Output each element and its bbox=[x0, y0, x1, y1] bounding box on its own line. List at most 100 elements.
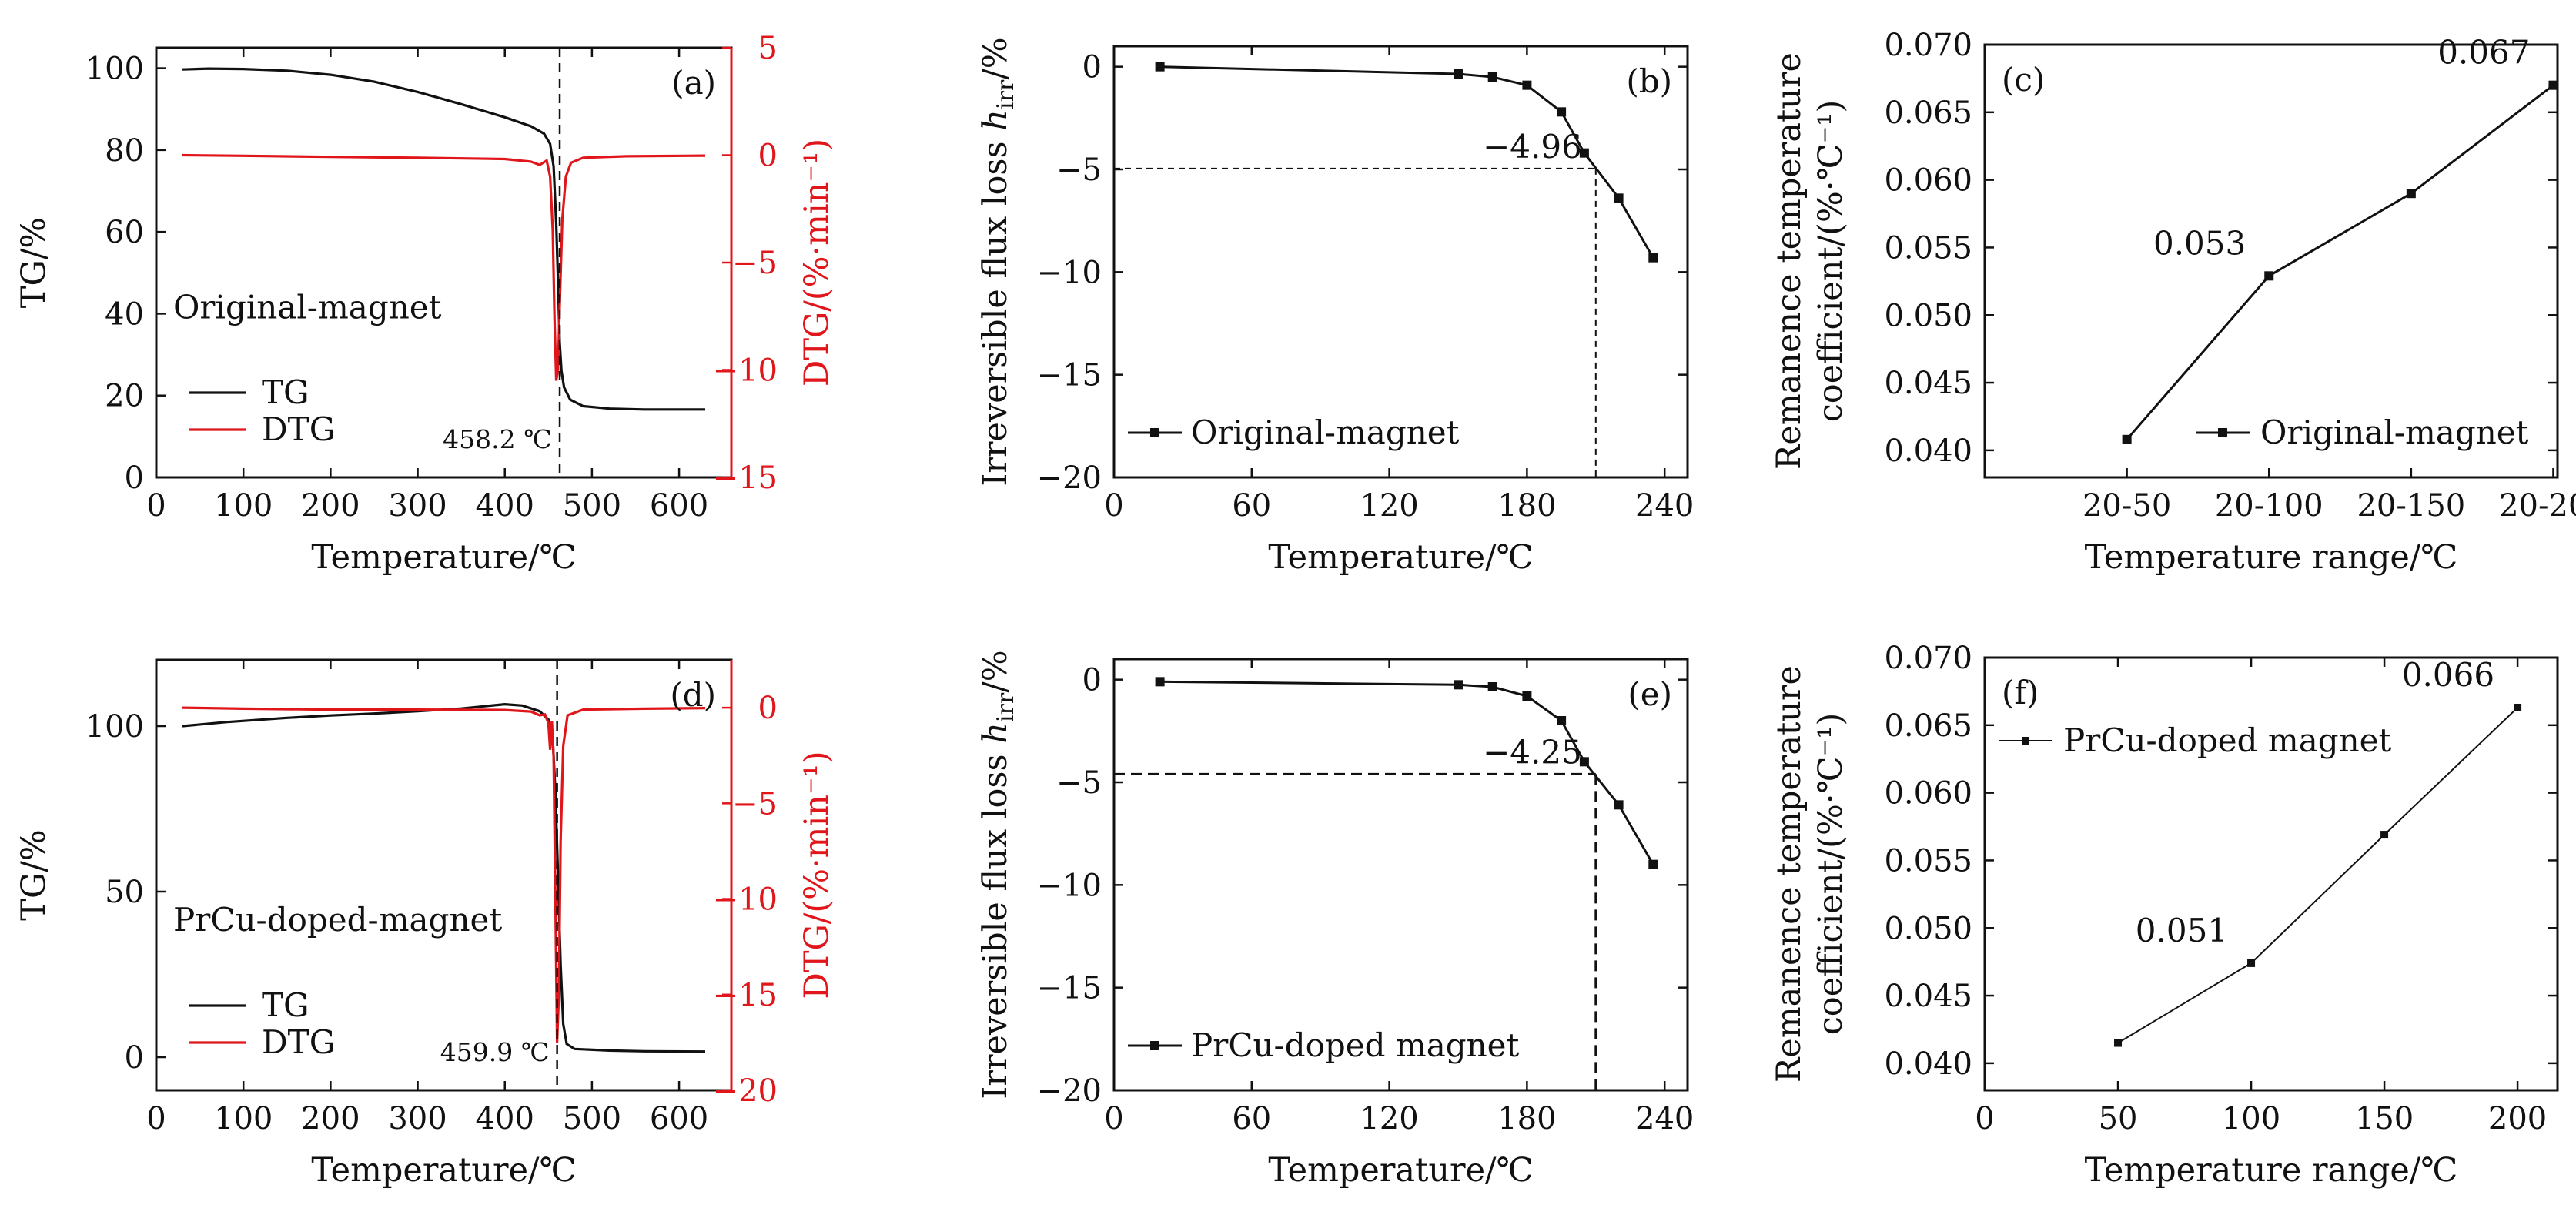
y2-tick-label: 0 bbox=[758, 691, 778, 726]
y-tick-label: 0.065 bbox=[1884, 95, 1972, 131]
y-tick-label: −15 bbox=[1037, 971, 1102, 1006]
x-tick-label: 300 bbox=[388, 488, 447, 524]
y2-tick-label: −20 bbox=[713, 1073, 778, 1109]
x-tick-label: 0 bbox=[1104, 1101, 1123, 1136]
data-point bbox=[1614, 800, 1624, 810]
y2-tick-label: 5 bbox=[758, 31, 778, 66]
tg-series-line bbox=[182, 702, 706, 1053]
panel-letter: (d) bbox=[670, 676, 716, 714]
x-tick-label: 20-100 bbox=[2215, 488, 2323, 524]
y-tick-label: 50 bbox=[105, 875, 144, 910]
data-point bbox=[1155, 677, 1165, 687]
y2-tick-label: −5 bbox=[732, 786, 778, 822]
y-tick-label: 0.040 bbox=[1884, 1046, 1972, 1082]
x-tick-label: 0 bbox=[1104, 488, 1123, 524]
x-tick-label: 200 bbox=[301, 1101, 360, 1136]
x-tick-label: 200 bbox=[301, 488, 360, 524]
panel-e: 0 60 120 180 240 0 −5 −10 −15 −20 −4.25 (e) PrCu-dop… bbox=[976, 650, 1694, 1190]
x-tick-label: 100 bbox=[214, 1101, 273, 1136]
data-point bbox=[1579, 148, 1589, 158]
series-line bbox=[2117, 707, 2518, 1044]
value-label: 0.066 bbox=[2402, 656, 2494, 694]
dtg-series-line bbox=[182, 706, 706, 1043]
panel-letter: (b) bbox=[1626, 62, 1672, 100]
panel-a: 0 100 200 300 400 500 600 0 20 40 60 80 100 5 0 −5 −10 −1… bbox=[15, 31, 836, 577]
y-tick-label: 0 bbox=[1082, 50, 1102, 85]
y-axis-label-line1: Remanence temperature bbox=[1770, 665, 1808, 1083]
y-tick-label: 0 bbox=[1082, 663, 1102, 698]
value-label: 0.051 bbox=[2136, 912, 2228, 949]
data-point bbox=[1522, 691, 1532, 701]
x-tick-label: 150 bbox=[2355, 1101, 2414, 1136]
legend-label: PrCu-doped magnet bbox=[2063, 721, 2392, 759]
legend-swatch-marker bbox=[1150, 1041, 1159, 1050]
data-point bbox=[1454, 69, 1463, 79]
y-tick-label: 80 bbox=[105, 133, 144, 169]
x-tick-label: 0 bbox=[146, 1101, 166, 1136]
legend-tg-label: TG bbox=[262, 373, 309, 411]
y-tick-label: 0.050 bbox=[1884, 298, 1972, 333]
value-label: 0.067 bbox=[2437, 34, 2530, 72]
x-tick-label: 20-200 bbox=[2499, 488, 2576, 524]
x-tick-label: 20-50 bbox=[2083, 488, 2171, 524]
y2-tick-label: −5 bbox=[732, 246, 778, 281]
data-point bbox=[1557, 716, 1567, 725]
y-tick-label: 0.040 bbox=[1884, 433, 1972, 469]
y-tick-label: 0.070 bbox=[1884, 28, 1972, 63]
data-point bbox=[2548, 80, 2558, 90]
y-tick-label: −10 bbox=[1037, 868, 1102, 903]
data-point bbox=[1614, 193, 1624, 203]
plot-frame bbox=[155, 658, 733, 1092]
x-tick-label: 0 bbox=[1975, 1101, 1994, 1136]
y-tick-label: 100 bbox=[85, 52, 144, 87]
x-tick-label: 20-150 bbox=[2357, 488, 2465, 524]
x-axis-label: Temperature/℃ bbox=[311, 1151, 576, 1190]
sample-name: Original-magnet bbox=[173, 289, 442, 326]
sample-name: PrCu-doped-magnet bbox=[173, 901, 502, 939]
y-tick-label: −5 bbox=[1056, 765, 1102, 801]
y2-axis-label: DTG/(%·min⁻¹) bbox=[798, 751, 836, 999]
y-tick-label: 0.065 bbox=[1884, 708, 1972, 744]
y2-axis-label: DTG/(%·min⁻¹) bbox=[798, 139, 836, 387]
data-point bbox=[2264, 271, 2274, 281]
y-tick-label: −20 bbox=[1037, 1073, 1102, 1109]
panel-b: 0 60 120 180 240 0 −5 −10 −15 −20 −4.96 (b) Original… bbox=[976, 37, 1694, 577]
data-point bbox=[2514, 703, 2522, 711]
data-point bbox=[1454, 680, 1463, 690]
x-tick-label: 240 bbox=[1635, 488, 1694, 524]
x-axis-label: Temperature/℃ bbox=[1268, 538, 1533, 577]
annotation-label: −4.96 bbox=[1483, 128, 1582, 166]
y-tick-label: 0.055 bbox=[1884, 843, 1972, 879]
x-tick-label: 400 bbox=[476, 488, 534, 524]
x-axis-label: Temperature/℃ bbox=[311, 538, 576, 577]
x-tick-label: 60 bbox=[1232, 488, 1271, 524]
x-tick-label: 500 bbox=[563, 488, 621, 524]
x-tick-label: 0 bbox=[146, 488, 166, 524]
data-point bbox=[1648, 859, 1658, 869]
y-tick-label: 0.050 bbox=[1884, 911, 1972, 946]
x-tick-label: 180 bbox=[1497, 488, 1556, 524]
y-tick-label: −10 bbox=[1037, 255, 1102, 290]
y-tick-label: −5 bbox=[1056, 152, 1102, 188]
y-tick-label: 0 bbox=[125, 460, 144, 496]
x-tick-label: 100 bbox=[2222, 1101, 2280, 1136]
legend-swatch-marker bbox=[2218, 428, 2227, 437]
y-tick-label: 100 bbox=[85, 709, 144, 745]
peak-temperature-label: 459.9 ℃ bbox=[440, 1037, 550, 1067]
legend-label: PrCu-doped magnet bbox=[1191, 1026, 1520, 1064]
data-point bbox=[1648, 253, 1658, 263]
peak-temperature-label: 458.2 ℃ bbox=[443, 424, 552, 454]
x-tick-label: 600 bbox=[650, 1101, 708, 1136]
y2-tick-label: 0 bbox=[758, 139, 778, 174]
x-tick-label: 600 bbox=[650, 488, 708, 524]
y2-tick-label: −10 bbox=[713, 353, 778, 389]
y-tick-label: 0.060 bbox=[1884, 163, 1972, 199]
dtg-series-line bbox=[182, 153, 706, 381]
data-point bbox=[1579, 757, 1589, 767]
y-axis-label: TG/% bbox=[15, 217, 53, 308]
data-point bbox=[2122, 434, 2132, 444]
panel-letter: (f) bbox=[2002, 674, 2039, 711]
legend-dtg-label: DTG bbox=[262, 1023, 335, 1061]
panel-d: 0 100 200 300 400 500 600 0 50 100 0 −5 −10 −15 −20 459… bbox=[15, 658, 836, 1190]
y-axis-label: Irreversible flux loss hirr/% bbox=[976, 650, 1019, 1099]
